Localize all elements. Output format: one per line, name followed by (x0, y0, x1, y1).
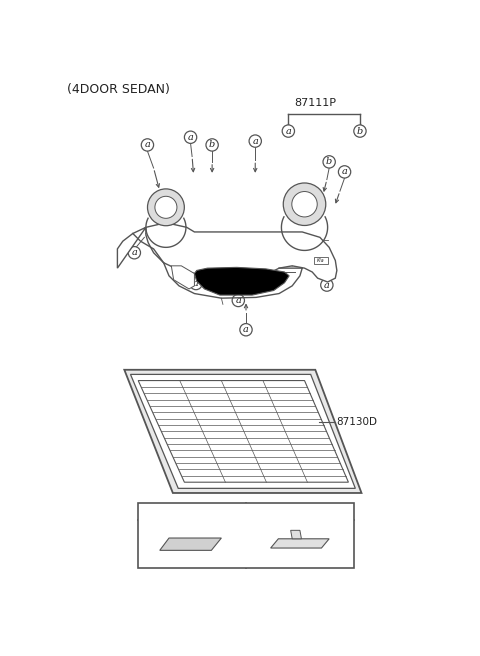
Text: a: a (324, 281, 330, 289)
Text: a: a (132, 248, 137, 257)
Text: a: a (188, 133, 193, 142)
Circle shape (184, 131, 197, 144)
Text: a: a (193, 279, 199, 288)
Polygon shape (271, 539, 329, 548)
Text: 87130D: 87130D (336, 417, 377, 427)
Circle shape (155, 196, 177, 218)
Polygon shape (138, 380, 348, 482)
Text: 87864: 87864 (262, 506, 298, 516)
Circle shape (282, 125, 295, 137)
Text: b: b (209, 140, 215, 150)
Circle shape (147, 189, 184, 226)
Polygon shape (171, 266, 194, 289)
Circle shape (338, 166, 351, 178)
Text: a: a (342, 167, 348, 176)
Text: a: a (286, 127, 291, 136)
Circle shape (143, 506, 154, 517)
Text: (4DOOR SEDAN): (4DOOR SEDAN) (67, 83, 170, 96)
Circle shape (240, 323, 252, 336)
Circle shape (283, 183, 326, 226)
Text: 87111P: 87111P (294, 98, 336, 108)
Text: a: a (243, 325, 249, 335)
Text: b: b (326, 157, 332, 167)
Circle shape (292, 192, 317, 217)
Polygon shape (314, 256, 328, 264)
Circle shape (141, 139, 154, 151)
Polygon shape (160, 538, 221, 550)
Polygon shape (124, 370, 361, 493)
Text: 86124D: 86124D (156, 506, 201, 516)
Circle shape (323, 155, 336, 168)
Text: Kia: Kia (317, 258, 324, 263)
Polygon shape (131, 375, 355, 488)
Text: a: a (144, 140, 150, 150)
Circle shape (128, 247, 141, 259)
Text: a: a (235, 296, 241, 305)
FancyBboxPatch shape (138, 503, 354, 569)
Circle shape (206, 139, 218, 151)
Text: b: b (251, 507, 257, 516)
Text: a: a (145, 507, 151, 516)
Circle shape (321, 279, 333, 291)
Circle shape (354, 125, 366, 137)
Circle shape (232, 295, 244, 306)
Text: b: b (357, 127, 363, 136)
Circle shape (249, 135, 262, 147)
Text: a: a (252, 136, 258, 146)
Polygon shape (194, 268, 289, 295)
Circle shape (190, 277, 202, 290)
Polygon shape (118, 222, 337, 282)
Polygon shape (291, 530, 301, 539)
Circle shape (248, 506, 259, 517)
